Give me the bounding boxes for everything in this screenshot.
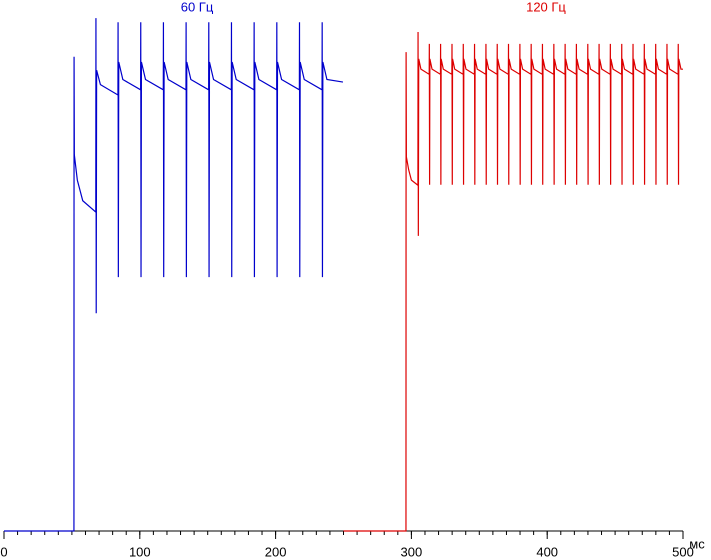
series-label: 120 Гц xyxy=(526,0,566,14)
x-tick-label: 300 xyxy=(401,544,423,559)
x-unit: мс xyxy=(689,536,705,551)
series-line xyxy=(343,32,683,532)
x-tick-label: 200 xyxy=(265,544,287,559)
series-line xyxy=(4,18,344,532)
x-tick-label: 500 xyxy=(672,544,694,559)
x-tick-label: 400 xyxy=(536,544,558,559)
x-tick-label: 0 xyxy=(0,544,7,559)
series-label: 60 Гц xyxy=(181,0,214,14)
x-tick-label: 100 xyxy=(129,544,151,559)
